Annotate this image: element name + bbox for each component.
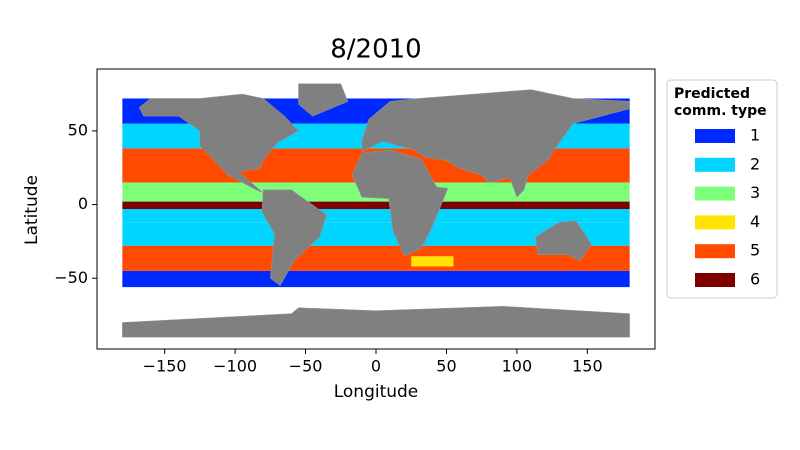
- legend-label: 6: [750, 270, 760, 289]
- legend-label: 5: [750, 241, 760, 260]
- land: [534, 220, 592, 261]
- x-axis-label: Longitude: [334, 382, 419, 402]
- x-tick-label: 50: [436, 357, 456, 376]
- y-tick-label: −50: [54, 268, 88, 287]
- legend-swatch: [695, 157, 735, 172]
- legend-label: 2: [750, 154, 760, 173]
- ocean-region: [122, 222, 630, 246]
- legend-title: Predicted: [674, 86, 750, 102]
- ocean-region: [122, 209, 630, 223]
- ocean-region: [122, 270, 630, 288]
- land: [361, 89, 630, 198]
- x-tick-label: 150: [572, 357, 603, 376]
- legend-swatch: [695, 273, 735, 287]
- x-tick-label: −50: [289, 357, 323, 376]
- legend-swatch: [695, 186, 735, 201]
- ocean-region: [122, 201, 630, 209]
- legend-label: 4: [750, 212, 760, 231]
- legend-swatch: [695, 129, 735, 143]
- land: [261, 189, 327, 287]
- ocean-region: [411, 256, 454, 267]
- y-axis-label: Latitude: [22, 175, 42, 245]
- y-tick-label: 50: [68, 120, 88, 139]
- x-tick-label: 0: [371, 357, 381, 376]
- x-tick-label: 100: [502, 357, 533, 376]
- legend-label: 3: [750, 183, 760, 202]
- land: [138, 93, 299, 194]
- land: [351, 149, 449, 257]
- x-tick-label: −150: [143, 357, 187, 376]
- land: [298, 83, 349, 117]
- legend-title: comm. type: [674, 103, 767, 119]
- x-tick-label: −100: [213, 357, 257, 376]
- chart-title: 8/2010: [330, 35, 421, 65]
- legend-label: 1: [750, 126, 760, 145]
- land: [122, 306, 630, 338]
- legend-swatch: [695, 244, 735, 259]
- legend-swatch: [695, 215, 735, 230]
- y-tick-label: 0: [78, 194, 88, 213]
- map-layer: [122, 83, 630, 338]
